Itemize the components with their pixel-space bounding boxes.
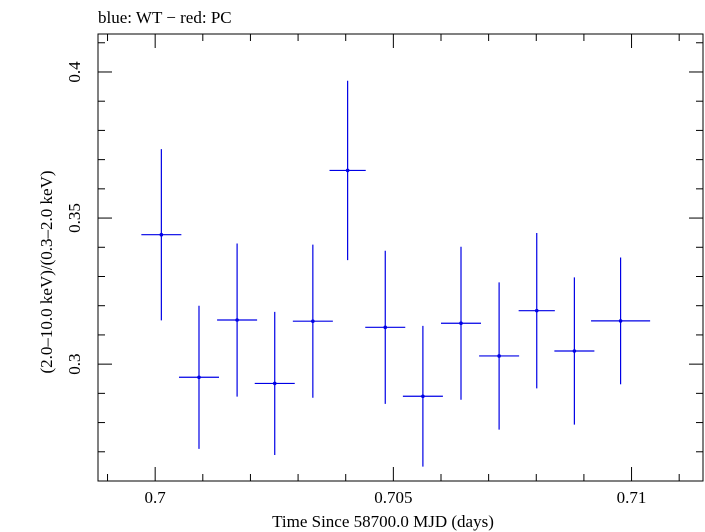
point-marker [197, 375, 201, 380]
data-point [554, 277, 595, 425]
data-point [402, 325, 443, 467]
data-point [217, 243, 258, 397]
axes: 0.7 0.705 0.71 0.3 0.35 0.4 [65, 34, 703, 507]
x-tick-label: 0.705 [374, 488, 412, 507]
data-point [141, 149, 182, 321]
plot-frame [97, 33, 704, 482]
point-marker [534, 308, 539, 313]
point-marker [345, 168, 350, 173]
point-marker [159, 232, 164, 237]
data-point [178, 305, 219, 449]
point-marker [421, 394, 425, 399]
y-axis-label: (2.0–10.0 keV)/(0.3–2.0 keV) [37, 170, 56, 373]
data-point [440, 246, 482, 400]
x-tick-label: 0.7 [145, 488, 167, 507]
chart-title: blue: WT − red: PC [98, 8, 232, 27]
point-marker [459, 321, 463, 326]
point-marker [235, 318, 239, 322]
y-tick-label: 0.4 [65, 61, 84, 83]
data-points [141, 80, 651, 467]
point-marker [497, 354, 501, 358]
point-marker [383, 325, 388, 330]
data-point [365, 250, 406, 404]
data-point [329, 80, 366, 261]
point-marker [311, 319, 315, 323]
x-axis-label: Time Since 58700.0 MJD (days) [272, 512, 494, 531]
point-marker [572, 349, 577, 353]
data-point [292, 244, 333, 398]
data-point [591, 257, 651, 385]
data-point [479, 282, 520, 430]
data-point [254, 311, 295, 455]
x-tick-label: 0.71 [617, 488, 647, 507]
point-marker [618, 319, 623, 323]
point-marker [272, 381, 277, 386]
y-tick-label: 0.35 [65, 203, 84, 233]
data-point [518, 232, 555, 389]
y-tick-label: 0.3 [65, 354, 84, 375]
